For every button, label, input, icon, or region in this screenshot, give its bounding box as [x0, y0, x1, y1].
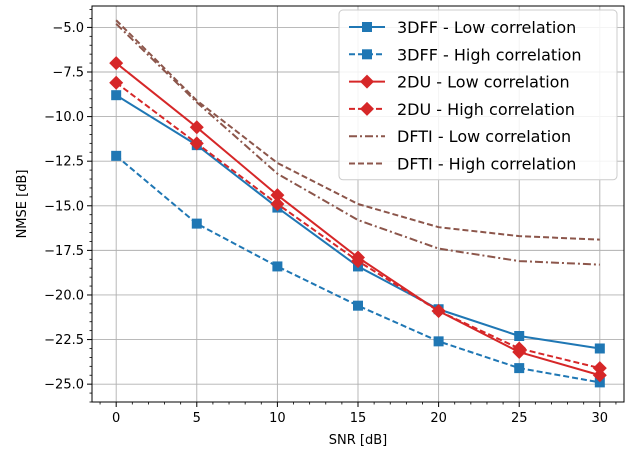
data-point	[433, 336, 444, 347]
legend-entry: 2DU - Low correlation	[349, 73, 570, 92]
legend-entry: DFTI - Low correlation	[349, 127, 571, 146]
data-point	[514, 363, 525, 374]
legend: 3DFF - Low correlation 3DFF - High correl…	[338, 9, 618, 181]
data-point	[270, 197, 285, 211]
legend-entry: 2DU - High correlation	[349, 100, 575, 119]
y-tick-label: −12.5	[44, 155, 84, 170]
series-3	[109, 75, 607, 376]
x-tick-label: 5	[193, 411, 201, 426]
x-tick-label: 20	[430, 411, 447, 426]
data-point	[111, 150, 122, 161]
data-point	[270, 188, 285, 203]
data-point	[592, 361, 607, 376]
legend-label: 2DU - Low correlation	[397, 73, 570, 92]
data-point	[189, 120, 204, 135]
legend-entry: DFTI - High correlation	[349, 155, 576, 174]
series-5	[115, 19, 600, 241]
x-axis-label: SNR [dB]	[329, 433, 387, 448]
series-layer	[109, 19, 607, 388]
data-point	[592, 368, 607, 383]
data-point	[594, 377, 605, 388]
data-point	[351, 254, 365, 269]
axis-ticks: 0 5 10 15 20 25 30 −25.0 −22.5 −20.0 −17.5 −15.0 −12…	[44, 9, 617, 426]
y-tick-label: −10.0	[44, 110, 84, 125]
y-tick-label: −22.5	[44, 333, 84, 348]
legend-marker	[360, 101, 374, 116]
legend-label: 2DU - High correlation	[397, 100, 575, 119]
y-tick-label: −7.5	[52, 66, 84, 81]
legend-marker	[362, 22, 372, 32]
data-point	[431, 304, 446, 319]
legend-label: 3DFF - Low correlation	[397, 18, 576, 37]
series-line	[115, 23, 600, 266]
legend-entry: 3DFF - Low correlation	[349, 18, 576, 37]
y-tick-label: −20.0	[44, 288, 84, 303]
y-tick-label: −5.0	[52, 21, 84, 36]
legend-box	[338, 9, 618, 181]
x-tick-label: 10	[269, 411, 286, 426]
data-point	[191, 218, 202, 229]
series-1	[111, 150, 605, 388]
legend-entry: 3DFF - High correlation	[349, 45, 582, 64]
data-point	[111, 90, 122, 101]
data-point	[514, 331, 525, 341]
data-point	[109, 75, 124, 90]
legend-label: DFTI - Low correlation	[397, 127, 571, 146]
data-point	[353, 300, 363, 311]
series-line	[115, 19, 600, 241]
y-tick-label: −25.0	[44, 378, 84, 393]
x-tick-label: 0	[112, 411, 120, 426]
legend-marker	[360, 74, 374, 89]
legend-label: DFTI - High correlation	[397, 155, 576, 174]
y-tick-label: −17.5	[44, 244, 84, 259]
series-4	[115, 23, 600, 266]
data-point	[272, 261, 283, 272]
x-tick-label: 30	[592, 411, 609, 426]
data-point	[594, 343, 605, 354]
legend-label: 3DFF - High correlation	[397, 45, 582, 64]
x-tick-label: 15	[350, 411, 367, 426]
y-tick-label: −15.0	[44, 199, 84, 214]
legend-marker	[362, 49, 372, 60]
y-axis-label: NMSE [dB]	[15, 170, 30, 239]
data-point	[512, 341, 527, 356]
x-tick-label: 25	[511, 411, 528, 426]
data-point	[109, 56, 124, 71]
data-point	[189, 136, 204, 151]
